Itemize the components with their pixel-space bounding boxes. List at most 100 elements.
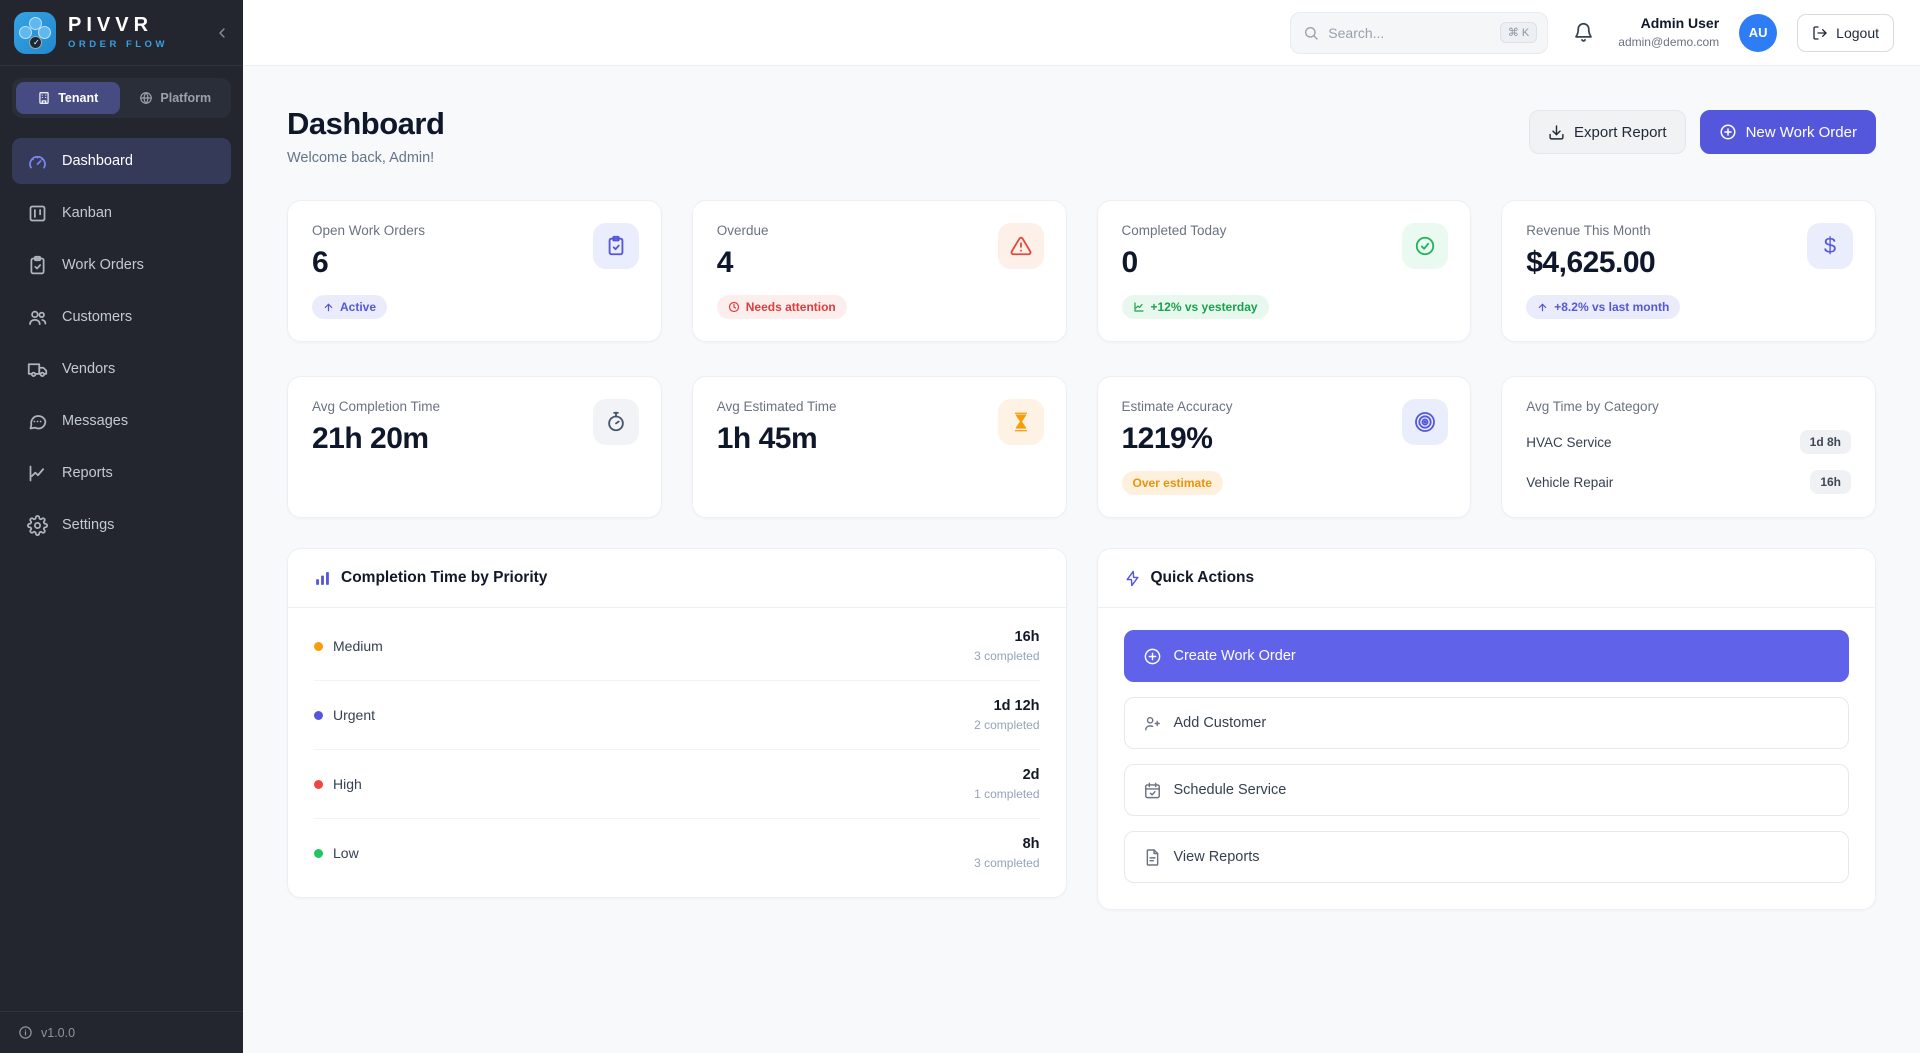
search-icon: [1303, 25, 1319, 41]
schedule-service-button[interactable]: Schedule Service: [1123, 764, 1849, 816]
mode-toggle: Tenant Platform: [12, 78, 231, 118]
gauge-icon: [26, 150, 48, 172]
document-icon: [1143, 848, 1162, 867]
sidebar-item-dashboard[interactable]: Dashboard: [12, 138, 231, 184]
priority-dot: [314, 710, 323, 720]
page-subtitle: Welcome back, Admin!: [287, 150, 435, 166]
stat-card-overdue: Overdue 4 Needs attention: [691, 200, 1067, 342]
completion-time-panel: Completion Time by Priority Medium 16h 3…: [287, 548, 1067, 898]
new-work-order-button[interactable]: New Work Order: [1699, 110, 1876, 154]
stat-card-revenue: Revenue This Month $4,625.00 +8.2% vs la…: [1501, 200, 1876, 342]
toggle-tenant[interactable]: Tenant: [16, 82, 120, 114]
app-name: PIVVR: [68, 14, 154, 36]
sidebar-item-settings[interactable]: Settings: [12, 502, 231, 548]
sidebar-item-label: Settings: [62, 517, 115, 533]
sidebar-item-label: Messages: [62, 413, 129, 429]
logo-row: PIVVR ORDER FLOW: [0, 0, 243, 66]
kanban-icon: [26, 202, 48, 224]
download-icon: [1548, 124, 1565, 141]
collapse-sidebar-button[interactable]: [211, 22, 233, 44]
sidebar-item-label: Reports: [62, 465, 113, 481]
category-row: HVAC Service 1d 8h: [1526, 430, 1851, 454]
user-email: admin@demo.com: [1618, 34, 1720, 49]
export-report-button[interactable]: Export Report: [1529, 110, 1686, 154]
quick-actions-panel: Quick Actions Create Work Order Add Cust…: [1096, 548, 1876, 910]
logout-button[interactable]: Logout: [1797, 13, 1894, 52]
plus-circle-icon: [1143, 647, 1162, 666]
app-tagline: ORDER FLOW: [68, 39, 168, 50]
add-customer-button[interactable]: Add Customer: [1123, 697, 1849, 749]
arrow-up-icon: [1537, 302, 1548, 313]
sidebar-item-label: Work Orders: [62, 257, 144, 273]
status-badge: +12% vs yesterday: [1121, 295, 1269, 319]
status-badge: Over estimate: [1121, 471, 1223, 495]
sidebar-item-messages[interactable]: Messages: [12, 398, 231, 444]
status-badge: Needs attention: [716, 295, 847, 319]
users-icon: [26, 306, 48, 328]
bar-chart-icon: [314, 570, 331, 587]
stat-card-avg-completion: Avg Completion Time 21h 20m: [287, 376, 662, 518]
stat-card-avg-estimated: Avg Estimated Time 1h 45m: [691, 376, 1067, 518]
priority-row-urgent: Urgent 1d 12h 2 completed: [314, 681, 1040, 750]
priority-row-medium: Medium 16h 3 completed: [314, 612, 1040, 681]
dollar-icon: $: [1807, 223, 1853, 269]
bell-icon: [1573, 22, 1594, 43]
search-shortcut: ⌘ K: [1499, 22, 1538, 43]
status-badge: +8.2% vs last month: [1526, 295, 1681, 319]
hourglass-icon: [997, 399, 1044, 445]
stats-row-2: Avg Completion Time 21h 20m Avg Estimate…: [287, 376, 1876, 518]
target-icon: [1402, 399, 1449, 445]
gear-icon: [26, 514, 48, 536]
clipboard-icon: [26, 254, 48, 276]
panel-title: Completion Time by Priority: [341, 569, 548, 586]
view-reports-button[interactable]: View Reports: [1123, 831, 1849, 883]
stat-card-open-work-orders: Open Work Orders 6 Active: [287, 200, 662, 342]
category-value-pill: 1d 8h: [1799, 430, 1851, 454]
sidebar-item-label: Kanban: [62, 205, 112, 221]
user-plus-icon: [1143, 714, 1162, 733]
user-block: Admin User admin@demo.com: [1618, 15, 1719, 50]
page-title: Dashboard: [287, 106, 445, 141]
clipboard-check-icon: [592, 223, 639, 269]
sidebar-item-label: Dashboard: [62, 153, 133, 169]
chevron-left-icon: [214, 25, 230, 41]
main-content: Dashboard Welcome back, Admin! Export Re…: [243, 0, 1920, 954]
sidebar-item-vendors[interactable]: Vendors: [12, 346, 231, 392]
sidebar-item-work-orders[interactable]: Work Orders: [12, 242, 231, 288]
stat-card-avg-time-by-category: Avg Time by Category HVAC Service 1d 8h …: [1501, 376, 1876, 518]
sidebar-item-reports[interactable]: Reports: [12, 450, 231, 496]
top-header: ⌘ K Admin User admin@demo.com AU Logout: [243, 0, 1920, 66]
sidebar-item-label: Vendors: [62, 361, 116, 377]
stats-row-1: Open Work Orders 6 Active Overdue 4 Need…: [287, 200, 1876, 342]
avatar[interactable]: AU: [1739, 13, 1778, 52]
status-badge: Active: [312, 295, 388, 319]
truck-icon: [26, 358, 48, 380]
priority-dot: [314, 848, 323, 858]
create-work-order-button[interactable]: Create Work Order: [1123, 630, 1849, 682]
trend-up-icon: [1133, 301, 1145, 313]
search-input[interactable]: [1328, 24, 1491, 41]
stopwatch-icon: [592, 399, 639, 445]
sidebar-item-kanban[interactable]: Kanban: [12, 190, 231, 236]
info-icon: [18, 1025, 33, 1040]
alert-triangle-icon: [997, 223, 1044, 269]
sidebar-item-customers[interactable]: Customers: [12, 294, 231, 340]
globe-icon: [139, 91, 153, 105]
app-version: v1.0.0: [41, 1025, 76, 1040]
logout-icon: [1812, 25, 1828, 41]
category-row: Vehicle Repair 16h: [1526, 470, 1851, 494]
category-value-pill: 16h: [1810, 470, 1851, 494]
notifications-button[interactable]: [1568, 18, 1598, 48]
priority-dot: [314, 779, 323, 789]
toggle-platform[interactable]: Platform: [124, 82, 228, 114]
chat-icon: [26, 410, 48, 432]
bolt-icon: [1124, 570, 1141, 587]
priority-row-high: High 2d 1 completed: [314, 750, 1040, 819]
search-box: ⌘ K: [1290, 11, 1549, 54]
user-name: Admin User: [1640, 15, 1720, 32]
sidebar-footer: v1.0.0: [0, 1011, 243, 1053]
check-circle-icon: [1402, 223, 1449, 269]
calendar-check-icon: [1143, 781, 1162, 800]
sidebar-item-label: Customers: [62, 309, 133, 325]
priority-dot: [314, 641, 323, 651]
